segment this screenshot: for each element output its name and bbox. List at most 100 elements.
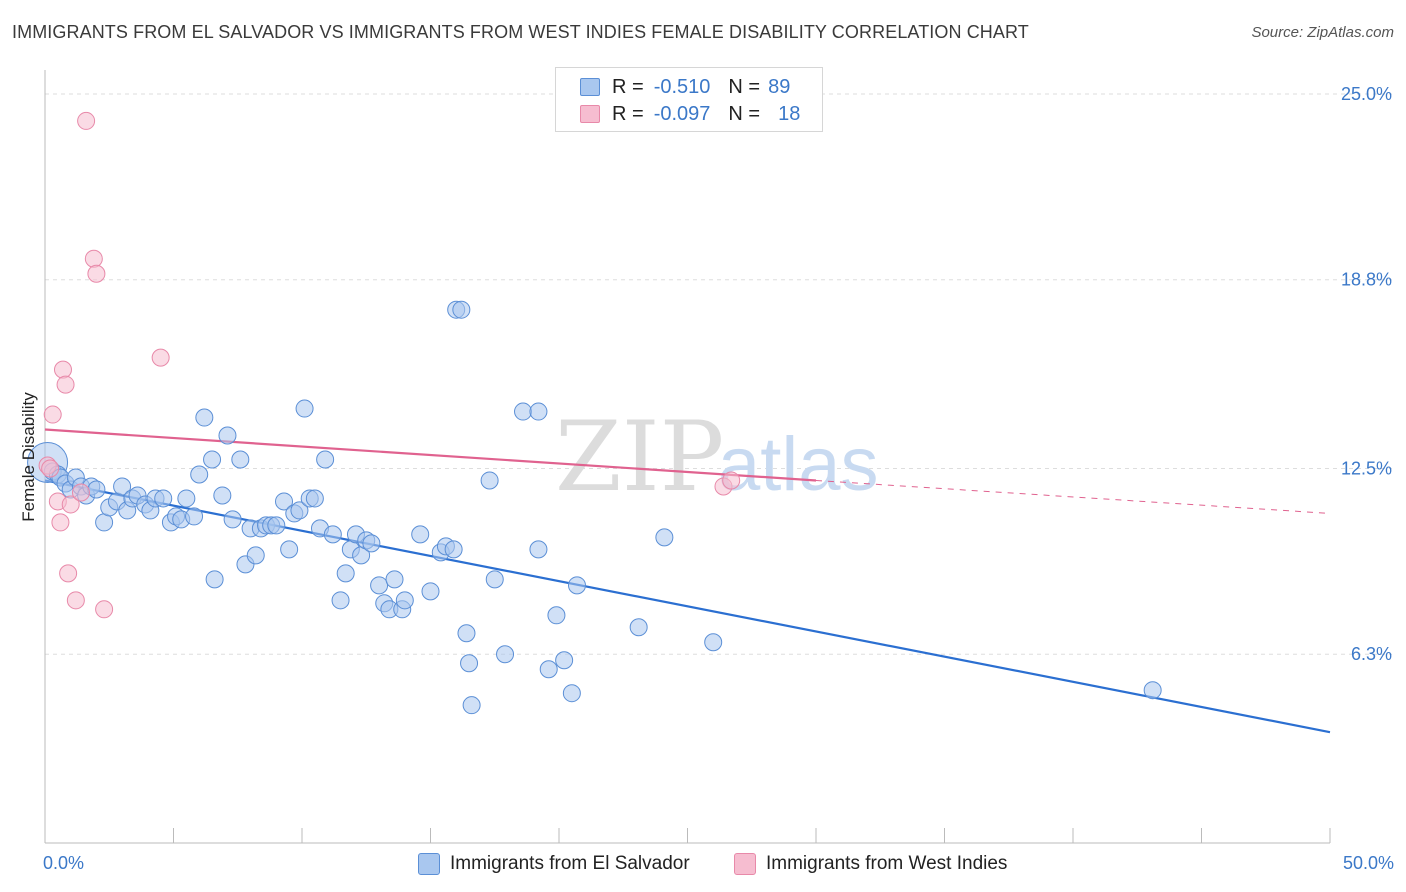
- data-point-el-salvador: [444, 540, 463, 559]
- data-point-west-indies: [41, 459, 60, 478]
- data-point-west-indies: [151, 348, 170, 367]
- data-points: [27, 111, 1162, 715]
- watermark: ZIP atlas: [555, 401, 879, 513]
- data-point-west-indies: [66, 591, 85, 610]
- gridlines: [45, 93, 1392, 655]
- y-axis-label: Female Disability: [19, 392, 38, 522]
- legend-row-pink: R = -0.097 N = 18: [580, 103, 800, 125]
- data-point-el-salvador: [95, 513, 114, 532]
- data-point-el-salvador: [113, 477, 132, 496]
- data-point-el-salvador: [655, 528, 674, 547]
- data-point-el-salvador: [275, 492, 294, 511]
- chart-source: Source: ZipAtlas.com: [1251, 24, 1394, 41]
- data-point-el-salvador: [411, 525, 430, 544]
- data-point-el-salvador: [370, 576, 389, 595]
- data-point-el-salvador: [1143, 681, 1162, 700]
- data-point-el-salvador: [421, 582, 440, 601]
- data-point-el-salvador: [177, 489, 196, 508]
- data-point-el-salvador: [385, 570, 404, 589]
- data-point-el-salvador: [460, 654, 479, 673]
- data-point-el-salvador: [496, 645, 515, 664]
- bottom-legend-item-el-salvador[interactable]: Immigrants from El Salvador: [418, 852, 690, 876]
- data-point-west-indies: [59, 564, 78, 583]
- y-tick-label: 25.0%: [1341, 84, 1392, 104]
- trend-line: [815, 479, 1331, 514]
- legend-swatch-pink: [580, 105, 600, 123]
- legend-n-label: N =: [728, 102, 761, 125]
- data-point-west-indies: [43, 405, 62, 424]
- legend-r-value: -0.097: [653, 102, 711, 125]
- legend-r-label: R =: [612, 75, 644, 98]
- data-point-el-salvador: [203, 450, 222, 469]
- legend-r-label: R =: [612, 102, 644, 125]
- x-tick-label: 50.0%: [1343, 853, 1394, 873]
- y-tick-label: 12.5%: [1341, 458, 1392, 478]
- data-point-el-salvador: [555, 651, 574, 670]
- data-point-el-salvador: [362, 534, 381, 553]
- data-point-el-salvador: [704, 633, 723, 652]
- data-point-el-salvador: [323, 525, 342, 544]
- legend-n-label: N =: [728, 75, 761, 98]
- legend-swatch-pink: [734, 853, 756, 875]
- data-point-el-salvador: [280, 540, 299, 559]
- data-point-west-indies: [95, 600, 114, 619]
- trend-line: [44, 428, 817, 482]
- data-point-el-salvador: [305, 489, 324, 508]
- watermark-atlas: atlas: [718, 422, 879, 507]
- data-point-el-salvador: [539, 660, 558, 679]
- x-tick-label: 0.0%: [43, 853, 84, 873]
- data-point-el-salvador: [567, 576, 586, 595]
- data-point-west-indies: [53, 360, 72, 379]
- y-tick-label: 6.3%: [1351, 644, 1392, 664]
- data-point-el-salvador: [205, 570, 224, 589]
- data-point-el-salvador: [213, 486, 232, 505]
- data-point-el-salvador: [529, 540, 548, 559]
- y-tick-label: 18.8%: [1341, 270, 1392, 290]
- data-point-west-indies: [84, 249, 103, 268]
- data-point-el-salvador: [452, 300, 471, 319]
- data-point-el-salvador: [514, 402, 533, 421]
- data-point-el-salvador: [154, 489, 173, 508]
- data-point-el-salvador: [290, 501, 309, 520]
- watermark-zip: ZIP: [555, 401, 724, 513]
- data-point-el-salvador: [629, 618, 648, 637]
- legend-row-blue: R = -0.510 N = 89: [580, 76, 790, 98]
- data-point-el-salvador: [547, 606, 566, 625]
- legend-swatch-blue: [580, 78, 600, 96]
- data-point-west-indies: [61, 495, 80, 514]
- data-point-el-salvador: [87, 480, 106, 499]
- data-point-el-salvador: [267, 516, 286, 535]
- data-point-el-salvador: [462, 696, 481, 715]
- data-point-el-salvador: [185, 507, 204, 526]
- data-point-el-salvador: [231, 450, 250, 469]
- data-point-west-indies: [77, 111, 96, 130]
- data-point-el-salvador: [336, 564, 355, 583]
- legend-r-value: -0.510: [653, 75, 711, 98]
- data-point-el-salvador: [480, 471, 499, 490]
- axis-labels: Female Disability 6.3% 12.5% 18.8% 25.0% 0.0…: [19, 84, 1394, 873]
- legend-label-el-salvador: Immigrants from El Salvador: [450, 853, 690, 874]
- data-point-el-salvador: [190, 465, 209, 484]
- data-point-west-indies: [71, 483, 90, 502]
- data-point-el-salvador: [218, 426, 237, 445]
- chart-title: IMMIGRANTS FROM EL SALVADOR VS IMMIGRANT…: [12, 22, 1029, 42]
- legend-label-west-indies: Immigrants from West Indies: [766, 853, 1008, 874]
- data-point-el-salvador: [529, 402, 548, 421]
- data-point-west-indies: [722, 471, 741, 490]
- data-point-west-indies: [51, 513, 70, 532]
- legend-swatch-blue: [418, 853, 440, 875]
- data-point-west-indies: [56, 375, 75, 394]
- data-point-el-salvador: [395, 591, 414, 610]
- legend-n-value: 89: [768, 75, 791, 98]
- legend-n-value: 18: [778, 102, 801, 125]
- stats-legend: R = -0.510 N = 89 R = -0.097 N = 18: [555, 67, 823, 132]
- data-point-el-salvador: [246, 546, 265, 565]
- data-point-el-salvador: [195, 408, 214, 427]
- data-point-el-salvador: [316, 450, 335, 469]
- data-point-el-salvador: [223, 510, 242, 529]
- data-point-west-indies: [87, 264, 106, 283]
- bottom-legend-item-west-indies[interactable]: Immigrants from West Indies: [734, 852, 1007, 876]
- data-point-el-salvador: [331, 591, 350, 610]
- data-point-el-salvador: [295, 399, 314, 418]
